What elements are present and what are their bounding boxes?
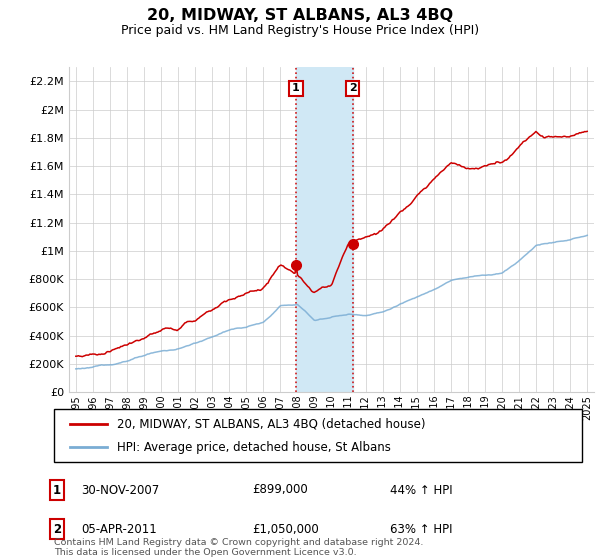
Text: 05-APR-2011: 05-APR-2011 xyxy=(81,522,157,536)
Text: 2: 2 xyxy=(349,83,356,94)
Text: Price paid vs. HM Land Registry's House Price Index (HPI): Price paid vs. HM Land Registry's House … xyxy=(121,24,479,36)
Bar xyxy=(296,67,353,392)
Text: Contains HM Land Registry data © Crown copyright and database right 2024.
This d: Contains HM Land Registry data © Crown c… xyxy=(54,538,424,557)
Text: 1: 1 xyxy=(53,483,61,497)
Text: 63% ↑ HPI: 63% ↑ HPI xyxy=(390,522,452,536)
Text: 2: 2 xyxy=(53,522,61,536)
Text: £1,050,000: £1,050,000 xyxy=(252,522,319,536)
Text: 20, MIDWAY, ST ALBANS, AL3 4BQ (detached house): 20, MIDWAY, ST ALBANS, AL3 4BQ (detached… xyxy=(118,417,426,430)
Text: HPI: Average price, detached house, St Albans: HPI: Average price, detached house, St A… xyxy=(118,441,391,454)
Text: 44% ↑ HPI: 44% ↑ HPI xyxy=(390,483,452,497)
Text: 1: 1 xyxy=(292,83,300,94)
FancyBboxPatch shape xyxy=(54,409,582,462)
Text: 30-NOV-2007: 30-NOV-2007 xyxy=(81,483,159,497)
Text: £899,000: £899,000 xyxy=(252,483,308,497)
Text: 20, MIDWAY, ST ALBANS, AL3 4BQ: 20, MIDWAY, ST ALBANS, AL3 4BQ xyxy=(147,8,453,24)
